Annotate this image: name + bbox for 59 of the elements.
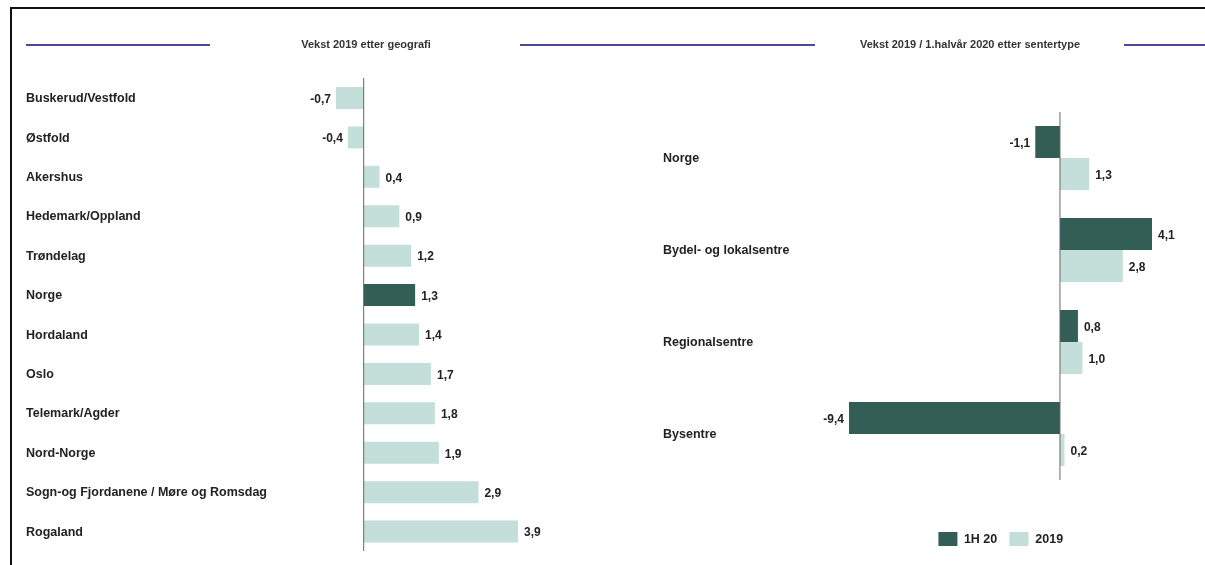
data-label: 3,9 xyxy=(524,525,542,540)
bar xyxy=(1059,342,1083,374)
legend-label: 1H 20 xyxy=(963,532,998,546)
bar xyxy=(363,441,439,464)
data-label: -9,4 xyxy=(823,411,845,426)
data-label: 1,9 xyxy=(444,446,462,461)
bar xyxy=(1059,250,1123,282)
y-tick-label: Buskerud/Vestfold xyxy=(26,91,136,106)
data-label: 1,3 xyxy=(421,288,439,303)
data-label: 1,3 xyxy=(1095,167,1113,182)
y-tick-label: Norge xyxy=(26,288,63,303)
bar xyxy=(363,323,420,346)
data-label: 1,8 xyxy=(440,407,458,422)
chart-title: Vekst 2019 / 1.halvår 2020 etter sentertype xyxy=(859,38,1081,50)
bar xyxy=(363,244,412,267)
chart-title: Vekst 2019 etter geografi xyxy=(301,38,431,50)
y-tick-label: Hordaland xyxy=(26,327,88,342)
y-tick-label: Regionalsentre xyxy=(663,335,754,350)
bar xyxy=(336,87,364,109)
y-tick-label: Østfold xyxy=(26,130,70,145)
y-tick-label: Telemark/Agder xyxy=(26,406,120,421)
y-tick-label: Hedemark/Oppland xyxy=(26,209,141,224)
bar xyxy=(347,126,364,149)
y-tick-label: Nord-Norge xyxy=(26,445,96,460)
y-tick-label: Norge xyxy=(663,151,700,166)
bar xyxy=(849,402,1060,434)
data-label: 1,4 xyxy=(425,328,443,343)
bar xyxy=(1035,126,1060,158)
bar xyxy=(1059,158,1090,190)
data-label: 2,8 xyxy=(1128,259,1146,274)
y-tick-label: Sogn-og Fjordanene / Møre og Romsdag xyxy=(26,485,267,500)
data-label: 1,0 xyxy=(1088,351,1106,366)
y-tick-label: Rogaland xyxy=(26,524,83,539)
bar xyxy=(1059,218,1152,250)
bar xyxy=(363,520,518,543)
bar xyxy=(363,205,400,228)
bar xyxy=(363,362,431,385)
data-label: 2,9 xyxy=(484,485,502,500)
data-label: -1,1 xyxy=(1009,135,1031,150)
data-label: 0,8 xyxy=(1083,319,1101,334)
data-label: -0,7 xyxy=(310,91,332,106)
bar xyxy=(363,284,416,307)
data-label: 0,4 xyxy=(385,170,403,185)
bar xyxy=(1059,310,1078,342)
y-tick-label: Bydel- og lokalsentre xyxy=(663,243,790,258)
data-label: 1,7 xyxy=(436,367,454,382)
data-label: 4,1 xyxy=(1158,227,1176,242)
data-label: -0,4 xyxy=(322,131,344,146)
y-tick-label: Bysentre xyxy=(663,427,717,442)
bar xyxy=(363,481,479,504)
y-tick-label: Trøndelag xyxy=(26,248,86,263)
bar xyxy=(363,165,380,188)
legend-label: 2019 xyxy=(1035,532,1064,546)
y-tick-label: Oslo xyxy=(26,367,55,381)
data-label: 1,2 xyxy=(417,249,435,264)
y-tick-label: Akershus xyxy=(26,169,84,184)
data-label: 0,2 xyxy=(1070,443,1088,458)
bar xyxy=(363,402,435,425)
data-label: 0,9 xyxy=(405,210,423,225)
